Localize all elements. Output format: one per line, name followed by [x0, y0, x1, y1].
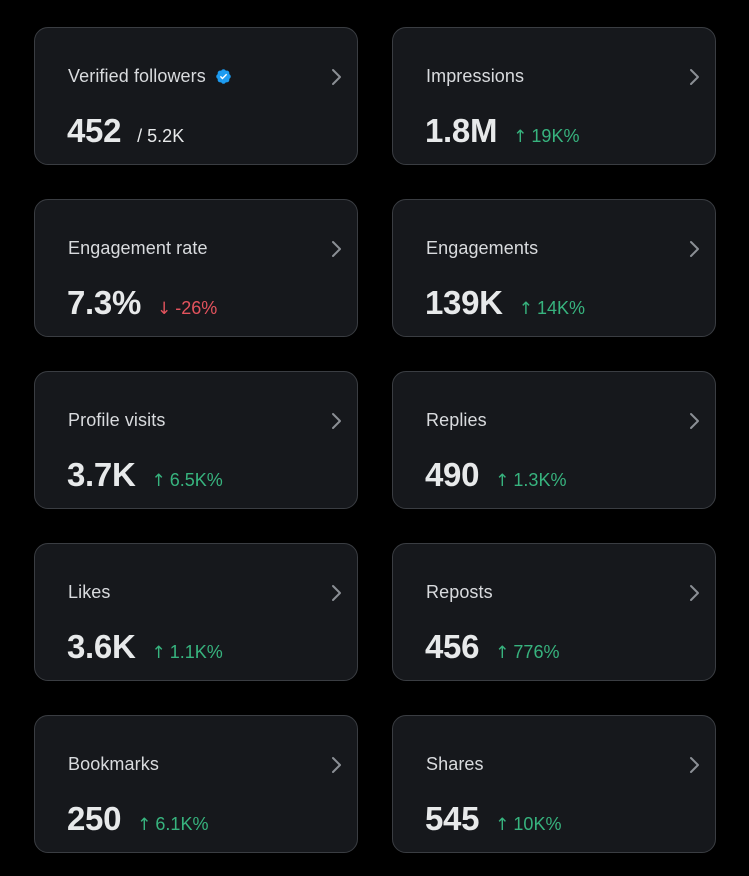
- metrics-grid: Verified followers 452 / 5.2K Impression…: [34, 27, 716, 853]
- metric-total: / 5.2K: [137, 126, 185, 146]
- metric-delta: ↑ 1.3K%: [495, 470, 566, 491]
- metric-delta-value: 14K%: [536, 298, 585, 318]
- arrow-up-icon: ↑: [151, 471, 166, 491]
- metric-delta: ↑ 1.1K%: [152, 642, 223, 663]
- metric-value-row: 139K ↑ 14K%: [425, 284, 585, 322]
- metric-card-replies[interactable]: Replies 490 ↑ 1.3K%: [392, 371, 716, 509]
- arrow-up-icon: ↑: [137, 815, 152, 835]
- metric-label: Engagements: [426, 238, 539, 258]
- chevron-right-icon: [332, 241, 341, 257]
- metric-value: 545: [425, 800, 480, 837]
- metric-delta-value: 19K%: [531, 126, 580, 146]
- metric-value-row: 452 / 5.2K: [67, 112, 184, 150]
- metric-value-row: 490 ↑ 1.3K%: [425, 456, 566, 494]
- metric-label: Profile visits: [68, 410, 166, 430]
- metric-card-profile-visits[interactable]: Profile visits 3.7K ↑ 6.5K%: [34, 371, 358, 509]
- chevron-right-icon: [332, 69, 341, 85]
- metric-value: 250: [67, 800, 122, 837]
- arrow-down-icon: ↓: [157, 299, 172, 319]
- metric-value-row: 545 ↑ 10K%: [425, 800, 561, 838]
- metric-value: 139K: [425, 284, 503, 321]
- metric-value: 3.7K: [67, 456, 136, 493]
- metric-card-verified-followers[interactable]: Verified followers 452 / 5.2K: [34, 27, 358, 165]
- arrow-up-icon: ↑: [495, 815, 510, 835]
- metric-label: Impressions: [426, 66, 525, 86]
- chevron-right-icon: [690, 585, 699, 601]
- metric-delta-value: 1.1K%: [169, 642, 223, 662]
- metric-value-row: 456 ↑ 776%: [425, 628, 559, 666]
- metric-card-likes[interactable]: Likes 3.6K ↑ 1.1K%: [34, 543, 358, 681]
- metric-value: 452: [67, 112, 122, 149]
- metric-delta: ↑ 10K%: [495, 814, 561, 835]
- metric-delta: ↑ 6.1K%: [137, 814, 208, 835]
- metric-label: Likes: [68, 582, 111, 602]
- metric-value: 1.8M: [425, 112, 498, 149]
- metric-card-engagement-rate[interactable]: Engagement rate 7.3% ↓ -26%: [34, 199, 358, 337]
- metric-card-reposts[interactable]: Reposts 456 ↑ 776%: [392, 543, 716, 681]
- metric-delta: ↑ 19K%: [513, 126, 579, 147]
- metric-delta-value: 1.3K%: [513, 470, 567, 490]
- chevron-right-icon: [690, 757, 699, 773]
- metric-value-row: 3.6K ↑ 1.1K%: [67, 628, 223, 666]
- verified-badge-icon: [216, 69, 231, 84]
- arrow-up-icon: ↑: [518, 299, 533, 319]
- metric-value: 490: [425, 456, 480, 493]
- chevron-right-icon: [690, 241, 699, 257]
- metric-delta: ↑ 6.5K%: [152, 470, 223, 491]
- metric-delta: ↓ -26%: [157, 298, 217, 319]
- chevron-right-icon: [332, 585, 341, 601]
- metric-value: 7.3%: [67, 284, 142, 321]
- chevron-right-icon: [690, 69, 699, 85]
- metric-value: 3.6K: [67, 628, 136, 665]
- metric-delta-value: 6.5K%: [169, 470, 223, 490]
- metric-delta-value: 776%: [513, 642, 560, 662]
- metric-value: 456: [425, 628, 480, 665]
- chevron-right-icon: [690, 413, 699, 429]
- arrow-up-icon: ↑: [495, 643, 510, 663]
- arrow-up-icon: ↑: [495, 471, 510, 491]
- metric-value-row: 7.3% ↓ -26%: [67, 284, 217, 322]
- metric-delta-value: 10K%: [513, 814, 562, 834]
- metric-label: Verified followers: [68, 66, 206, 86]
- metric-value-row: 1.8M ↑ 19K%: [425, 112, 579, 150]
- metric-card-impressions[interactable]: Impressions 1.8M ↑ 19K%: [392, 27, 716, 165]
- metric-value-row: 3.7K ↑ 6.5K%: [67, 456, 223, 494]
- metric-delta: ↑ 14K%: [519, 298, 585, 319]
- metric-card-engagements[interactable]: Engagements 139K ↑ 14K%: [392, 199, 716, 337]
- metric-label: Shares: [426, 754, 484, 774]
- metric-delta-value: 6.1K%: [155, 814, 209, 834]
- metric-label: Replies: [426, 410, 487, 430]
- arrow-up-icon: ↑: [151, 643, 166, 663]
- metric-label-row: Verified followers: [68, 66, 232, 87]
- metric-label: Bookmarks: [68, 754, 159, 774]
- metric-delta: ↑ 776%: [495, 642, 559, 663]
- chevron-right-icon: [332, 757, 341, 773]
- metric-label: Reposts: [426, 582, 493, 602]
- metric-label: Engagement rate: [68, 238, 208, 258]
- metric-value-row: 250 ↑ 6.1K%: [67, 800, 208, 838]
- arrow-up-icon: ↑: [513, 127, 528, 147]
- metric-card-shares[interactable]: Shares 545 ↑ 10K%: [392, 715, 716, 853]
- metric-delta-value: -26%: [175, 298, 218, 318]
- chevron-right-icon: [332, 413, 341, 429]
- metric-card-bookmarks[interactable]: Bookmarks 250 ↑ 6.1K%: [34, 715, 358, 853]
